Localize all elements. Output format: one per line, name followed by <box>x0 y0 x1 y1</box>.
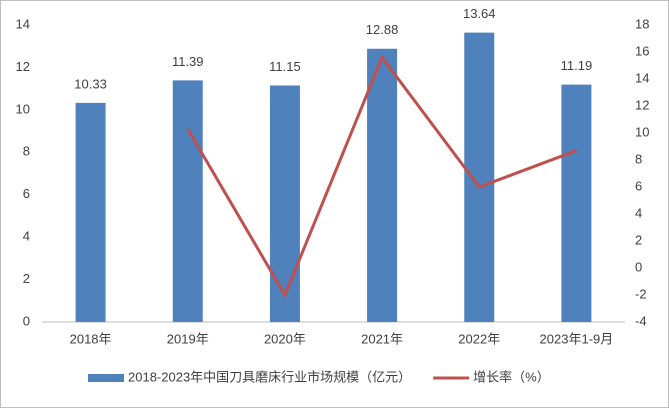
y2-tick-label: 2 <box>635 232 642 247</box>
y2-tick-label: 6 <box>635 178 642 193</box>
y-tick-label: 14 <box>16 16 30 31</box>
y2-tick-label: 10 <box>635 124 649 139</box>
x-tick-label: 2021年 <box>361 331 403 346</box>
value-label: 10.33 <box>74 76 107 91</box>
x-tick-label: 2018年 <box>70 331 112 346</box>
bar <box>75 102 106 322</box>
y-tick-label: 0 <box>23 313 30 328</box>
value-label: 11.15 <box>269 59 301 74</box>
y2-tick-label: 14 <box>635 70 649 85</box>
bar <box>561 84 592 322</box>
y-tick-label: 6 <box>23 186 30 201</box>
y2-tick-label: 18 <box>635 16 649 31</box>
value-label: 11.19 <box>561 58 593 73</box>
y2-tick-label: -2 <box>635 286 647 301</box>
y2-tick-label: 8 <box>635 151 642 166</box>
y-tick-label: 2 <box>23 271 30 286</box>
bar <box>367 48 398 322</box>
value-label: 12.88 <box>366 22 399 37</box>
y2-tick-label: -4 <box>635 313 647 328</box>
legend-label: 2018-2023年中国刀具磨床行业市场规模（亿元） <box>128 369 411 384</box>
y-tick-label: 10 <box>16 101 30 116</box>
y2-tick-label: 0 <box>635 259 642 274</box>
value-label: 13.64 <box>463 6 496 21</box>
value-label: 11.39 <box>172 54 204 69</box>
x-tick-label: 2020年 <box>264 331 306 346</box>
y-tick-label: 4 <box>23 229 30 244</box>
y2-tick-label: 12 <box>635 97 649 112</box>
legend-swatch <box>88 374 124 382</box>
bar <box>464 32 495 322</box>
bar <box>172 80 203 322</box>
line <box>186 54 577 299</box>
bar <box>269 85 300 322</box>
y2-tick-label: 16 <box>635 43 649 58</box>
legend-label: 增长率（%） <box>473 369 550 384</box>
x-tick-label: 2022年 <box>458 331 500 346</box>
x-tick-label: 2019年 <box>167 331 209 346</box>
y-tick-label: 12 <box>16 59 30 74</box>
y-tick-label: 8 <box>23 144 30 159</box>
y2-tick-label: 4 <box>635 205 642 220</box>
x-tick-label: 2023年1-9月 <box>540 331 614 346</box>
